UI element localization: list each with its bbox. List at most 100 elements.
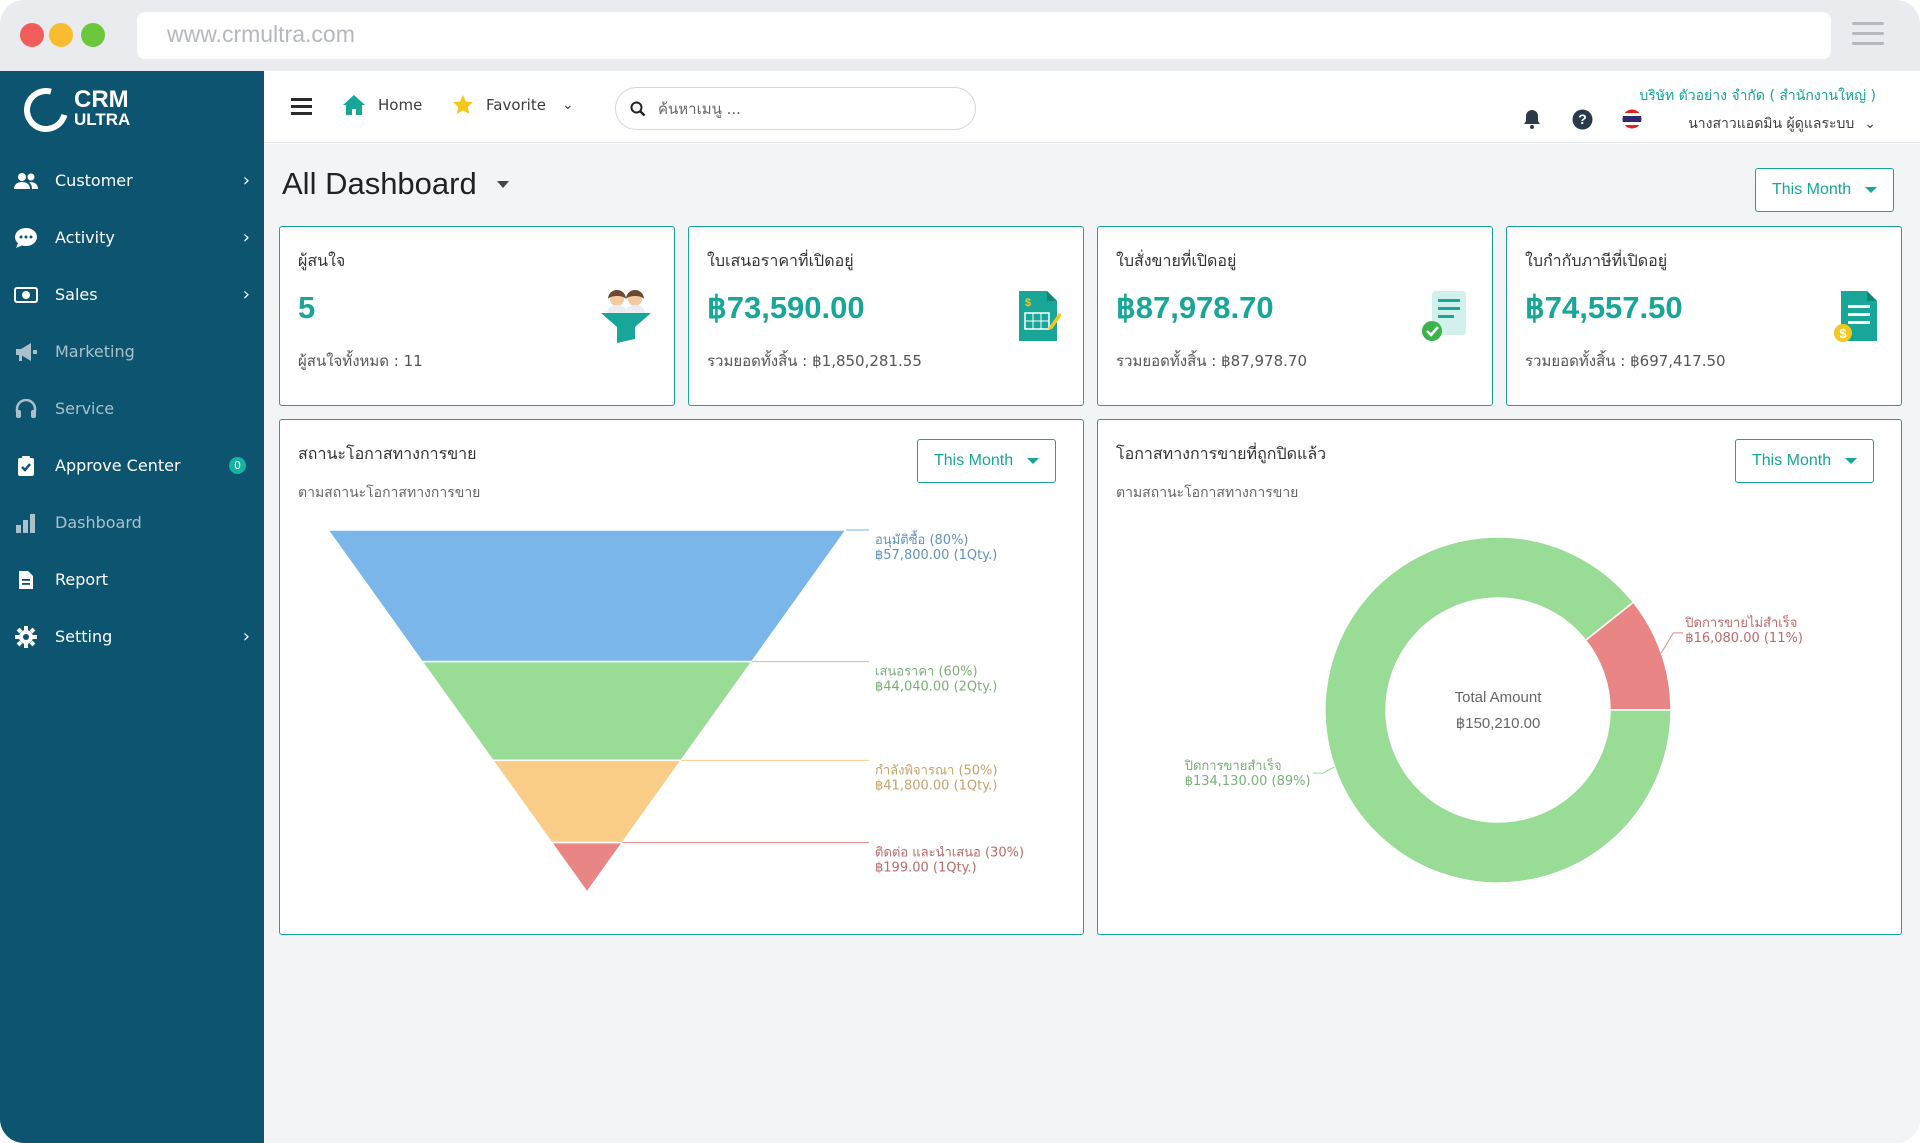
donut-label-name: ปิดการขายสำเร็จ [1184,756,1282,774]
dashboard-selector[interactable]: All Dashboard [282,166,509,202]
maximize-window-button[interactable] [81,23,105,47]
funnel-label-name: กำลังพิจารณา (50%) [875,763,997,778]
kpi-card-leads[interactable]: ผู้สนใจ 5 ผู้สนใจทั้งหมด : 11 [279,226,675,406]
card-subtext: รวมยอดทั้งสิ้น : ฿87,978.70 [1116,352,1308,370]
card-value: 5 [298,290,316,325]
clipboard-check-icon [14,455,38,476]
page-title: All Dashboard [282,166,477,201]
topbar: Home Favorite ⌄ ค้นหาเมนู ... บริษัท ตัว… [264,71,1920,143]
donut-period-dropdown[interactable]: This Month [1735,439,1875,483]
period-dropdown[interactable]: This Month [1755,168,1895,212]
panel-title: โอกาสทางการขายที่ถูกปิดแล้ว [1116,444,1327,463]
favorite-dropdown[interactable]: Favorite ⌄ [452,94,574,116]
funnel-period-dropdown[interactable]: This Month [917,439,1057,483]
caret-down-icon [1865,187,1878,193]
company-name[interactable]: บริษัท ตัวอย่าง จำกัด ( สำนักงานใหญ่ ) [1639,88,1876,104]
crm-ultra-logo[interactable]: CRM ULTRA [15,79,131,141]
sidebar-item-sales[interactable]: Sales › [0,266,264,323]
card-title: ใบสั่งขายที่เปิดอยู่ [1116,251,1237,270]
funnel-label-amount: ฿57,800.00 (1Qty.) [875,548,997,563]
sidebar-item-service[interactable]: Service [0,380,264,437]
donut-chart: ปิดการขายไม่สำเร็จ฿16,080.00 (11%) ปิดการ… [1184,536,1803,884]
minimize-window-button[interactable] [49,23,73,47]
card-title: ใบเสนอราคาที่เปิดอยู่ [707,251,854,270]
sidebar-item-approve-center[interactable]: Approve Center 0 [0,437,264,494]
donut-leader-line [1660,632,1684,654]
logo-line2: ULTRA [74,110,131,129]
svg-text:?: ? [1578,111,1587,127]
funnel-segment [550,841,624,894]
star-icon [452,94,474,114]
kpi-card-quotations[interactable]: ใบเสนอราคาที่เปิดอยู่ ฿73,590.00 รวมยอดท… [688,226,1084,406]
home-icon [343,95,365,115]
card-subtext: รวมยอดทั้งสิ้น : ฿1,850,281.55 [707,352,922,370]
funnel-segment [326,529,848,663]
sidebar-item-label: Sales [55,285,98,304]
sidebar: CRM ULTRA Customer › Activity › [0,71,264,1143]
user-name: นางสาวแอดมิน ผู้ดูแลระบบ [1688,116,1855,132]
sales-order-check-icon [1422,291,1466,341]
donut-slice [1324,536,1672,884]
sidebar-item-setting[interactable]: Setting › [0,608,264,665]
home-label: Home [378,96,423,114]
card-value: ฿87,978.70 [1116,290,1274,325]
funnel-label-amount: ฿41,800.00 (1Qty.) [875,778,997,793]
svg-text:$: $ [1839,326,1847,341]
thai-flag-icon[interactable] [1622,109,1642,129]
user-menu[interactable]: นางสาวแอดมิน ผู้ดูแลระบบ ⌄ [1688,113,1876,135]
card-value: ฿74,557.50 [1525,290,1683,325]
sidebar-item-label: Report [55,570,109,589]
search-input[interactable]: ค้นหาเมนู ... [658,99,741,118]
kpi-card-tax-invoices[interactable]: ใบกำกับภาษีที่เปิดอยู่ ฿74,557.50 รวมยอด… [1506,226,1902,406]
funnel-panel: สถานะโอกาสทางการขาย ตามสถานะโอกาสทางการข… [279,419,1084,935]
chevron-down-icon: ⌄ [561,97,574,113]
funnel-segment [491,759,683,844]
donut-label-amount: ฿134,130.00 (89%) [1185,774,1311,789]
card-title: ผู้สนใจ [298,251,346,270]
chevron-right-icon: › [242,170,250,191]
funnel-label-amount: ฿44,040.00 (2Qty.) [875,680,997,695]
tax-invoice-icon: $ [1834,291,1877,342]
headset-icon [14,398,38,419]
funnel-label-amount: ฿199.00 (1Qty.) [875,861,977,876]
sidebar-item-dashboard[interactable]: Dashboard [0,494,264,551]
bell-icon[interactable] [1523,109,1541,129]
donut-center-title: Total Amount [1455,689,1543,706]
gear-icon [14,625,38,648]
help-icon[interactable]: ? [1572,109,1593,130]
period-label: This Month [934,452,1014,469]
funnel-segment [420,660,754,762]
caret-down-icon [1845,458,1858,464]
favorite-label: Favorite [486,96,546,114]
donut-panel: โอกาสทางการขายที่ถูกปิดแล้ว ตามสถานะโอกา… [1097,419,1902,935]
home-link[interactable]: Home [342,94,422,116]
users-icon [14,171,38,191]
address-bar[interactable]: www.crmultra.com [137,12,1831,59]
search-icon [630,101,646,116]
close-window-button[interactable] [20,23,44,47]
logo-line1: CRM [74,86,129,113]
sidebar-item-marketing[interactable]: Marketing [0,323,264,380]
search-box[interactable]: ค้นหาเมนู ... [615,87,976,130]
browser-menu-icon[interactable] [1852,22,1884,46]
kpi-card-sales-orders[interactable]: ใบสั่งขายที่เปิดอยู่ ฿87,978.70 รวมยอดทั… [1097,226,1493,406]
period-label: This Month [1772,181,1852,198]
sidebar-item-activity[interactable]: Activity › [0,209,264,266]
sidebar-item-label: Setting [55,627,113,646]
sidebar-item-label: Service [55,399,115,418]
dashboard-area: All Dashboard This Month ผู้สนใจ 5 ผู้สน… [264,144,1920,1143]
card-title: ใบกำกับภาษีที่เปิดอยู่ [1525,251,1668,270]
sidebar-item-customer[interactable]: Customer › [0,152,264,209]
chat-icon [14,227,38,248]
svg-text:$: $ [1025,297,1031,309]
hamburger-menu-icon[interactable] [291,98,312,115]
funnel-label-name: อนุมัติซื้อ (80%) [875,530,969,548]
funnel-chart: อนุมัติซื้อ (80%)฿57,800.00 (1Qty.) เสนอร… [326,529,1024,894]
sidebar-item-label: Customer [55,171,133,190]
funnel-label-name: ติดต่อ และนำเสนอ (30%) [875,846,1024,861]
chevron-right-icon: › [242,626,250,647]
money-icon [14,285,38,305]
browser-chrome: www.crmultra.com [0,0,1920,71]
sidebar-item-report[interactable]: Report [0,551,264,608]
period-label: This Month [1752,452,1832,469]
